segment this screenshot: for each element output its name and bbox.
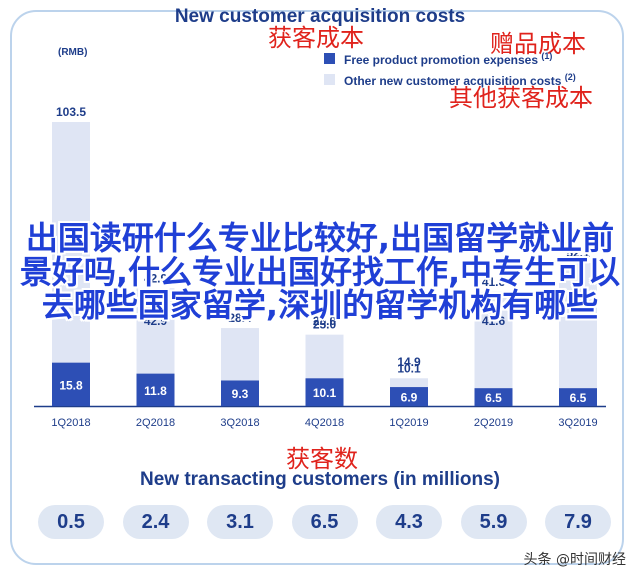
bar-other-2Q2018 [136, 288, 175, 374]
bar-other-1Q2019 [390, 378, 428, 388]
data-label-mid-2Q2018: 42.9 [144, 314, 168, 328]
annotation-free-cn: 赠品成本 [490, 30, 586, 58]
data-label-total-3Q2019: 52.1 [566, 246, 590, 260]
watermark: 头条 @时间财经 [523, 552, 626, 568]
data-label-total-2Q2019: 41.6 [482, 275, 506, 289]
overlay-headline: 出国读研什么专业比较好,出国留学就业前景好吗,什么专业出国好找工作,中专生可以去… [19, 219, 621, 325]
data-label-mid-1Q2019: 14.9 [397, 355, 421, 369]
annotation-acq-cost-cn: 获客成本 [268, 24, 364, 52]
x-tick-label-1Q2019: 1Q2019 [389, 417, 428, 429]
customer-value-pill: 7.9 [545, 505, 611, 539]
chart-title: New customer acquisition costs [174, 6, 466, 27]
data-label-free-1Q2018: 15.8 [59, 378, 83, 392]
bar-other-3Q2018 [221, 328, 259, 381]
data-label-free-1Q2019: 6.9 [401, 391, 418, 405]
data-label-mid-4Q2018: 25.0 [313, 314, 337, 328]
x-tick-label-4Q2018: 4Q2018 [305, 417, 344, 429]
x-tick-label-2Q2018: 2Q2018 [136, 417, 175, 429]
customer-value-pill: 2.4 [122, 505, 189, 539]
customer-value-pill: 5.9 [460, 505, 527, 539]
annotation-other-cn: 其他获客成本 [449, 84, 593, 112]
bar-free-1Q2018 [52, 362, 90, 406]
legend-swatch-other [324, 74, 335, 85]
data-label-mid-2Q2019: 41.6 [482, 314, 506, 328]
data-label-free-2Q2018: 11.8 [144, 384, 167, 398]
x-tick-label-1Q2018: 1Q2018 [51, 417, 90, 429]
bar-other-4Q2018 [305, 334, 344, 379]
x-tick-label-2Q2019: 2Q2019 [474, 417, 513, 429]
data-label-total-1Q2018: 103.5 [56, 105, 86, 119]
annotation-customers-cn: 获客数 [286, 445, 358, 473]
y-unit-label: (RMB) [58, 47, 88, 58]
bar-other-3Q2019 [559, 263, 597, 389]
data-label-free-2Q2019: 6.5 [485, 391, 502, 405]
legend-label-other: Other new customer acquisition costs (2) [344, 72, 576, 88]
bar-free-2Q2018 [136, 373, 175, 406]
customer-value-pill: 6.5 [291, 505, 358, 539]
bar-free-3Q2019 [559, 388, 597, 406]
data-label-free-3Q2019: 6.5 [570, 391, 587, 405]
legend-label-free: Free product promotion expenses (1) [344, 51, 553, 67]
data-label-total-3Q2018: 28.4 [228, 311, 252, 325]
x-tick-label-3Q2018: 3Q2018 [220, 417, 259, 429]
data-label-free-4Q2018: 10.1 [313, 386, 337, 400]
data-label-total-2Q2018: 42.9 [144, 271, 168, 285]
customer-value-pill: 4.3 [376, 505, 442, 539]
bar-free-1Q2019 [390, 387, 428, 406]
data-label-total-1Q2019: 10.1 [397, 361, 421, 375]
legend-swatch-free [324, 53, 335, 64]
customer-value-pill: 3.1 [207, 505, 273, 539]
customers-title: New transacting customers (in millions) [139, 469, 501, 490]
bar-other-1Q2018 [52, 122, 90, 363]
x-tick-label-3Q2019: 3Q2019 [558, 417, 597, 429]
customer-value-pill: 0.5 [38, 505, 104, 539]
bar-free-4Q2018 [305, 378, 344, 406]
chart-frame [10, 10, 624, 565]
data-label-free-3Q2018: 9.3 [232, 387, 249, 401]
bar-free-3Q2018 [221, 380, 259, 406]
data-label-total-4Q2018: 25.0 [313, 318, 337, 332]
bar-free-2Q2019 [474, 388, 513, 406]
bar-other-2Q2019 [474, 291, 513, 389]
